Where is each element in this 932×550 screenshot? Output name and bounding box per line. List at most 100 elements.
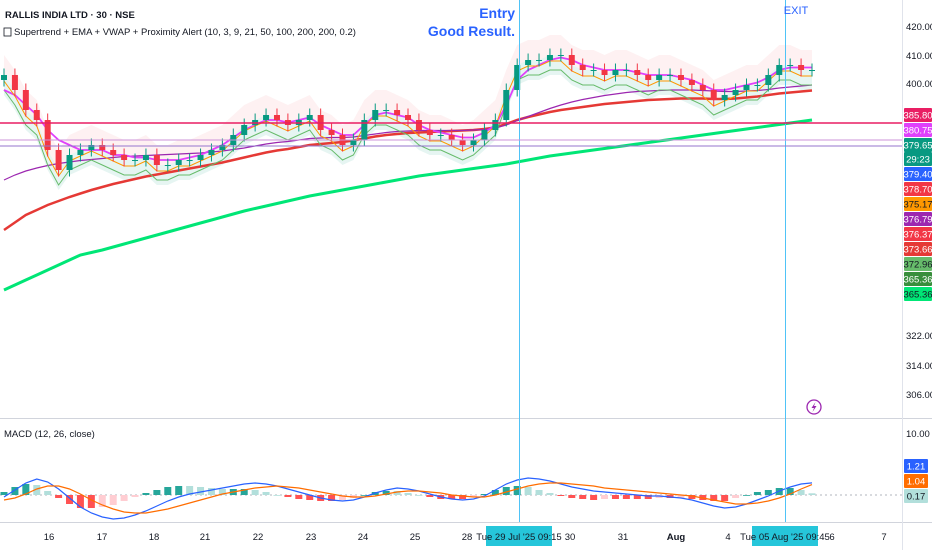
candle-body <box>22 90 29 110</box>
candle-body <box>634 70 641 75</box>
macd-histogram-bar <box>797 490 805 495</box>
ema50-line <box>3 84 813 181</box>
candle-body <box>44 120 51 150</box>
time-tick-label: 23 <box>306 532 317 543</box>
macd-tag <box>904 459 928 473</box>
time-tick-label: 22 <box>253 532 264 543</box>
price-tick-label: 400.00 <box>906 79 932 90</box>
candle-body <box>776 65 783 75</box>
time-tick-label: 6 <box>829 532 834 543</box>
candle-body <box>459 140 466 145</box>
price-tick-label: 322.00 <box>906 331 932 342</box>
time-tick-label: 7 <box>881 532 886 543</box>
macd-histogram-bar <box>76 495 84 508</box>
price-tag <box>904 152 932 166</box>
time-highlight-label: Tue 29 Jul '25 09:15 <box>476 532 561 543</box>
candle-body <box>88 145 95 150</box>
macd-tick-label: 10.00 <box>906 429 930 440</box>
ema200-line <box>3 118 813 292</box>
candle-body <box>503 90 510 120</box>
candle-body <box>481 130 488 140</box>
macd-histogram-bar <box>546 493 554 495</box>
candle-body <box>492 120 499 130</box>
macd-pane <box>0 477 902 520</box>
macd-histogram-bar <box>786 488 794 495</box>
macd-histogram-bar <box>218 489 226 495</box>
price-tag <box>904 138 932 152</box>
macd-histogram-bar <box>524 487 532 495</box>
candle-body <box>361 120 368 140</box>
price-tag-label: 375.17 <box>903 200 932 211</box>
time-highlight-tag <box>486 526 552 546</box>
candle-body <box>350 140 357 145</box>
macd-histogram-bar <box>601 495 609 499</box>
time-tick-label: 17 <box>97 532 108 543</box>
candle-body <box>667 75 674 76</box>
candle-body <box>372 110 379 120</box>
candle-body <box>732 90 739 95</box>
price-tag <box>904 197 932 211</box>
entry-annotation-detail: Good Result. <box>428 23 515 39</box>
macd-histogram-bar <box>710 495 718 501</box>
macd-histogram-bar <box>87 495 95 508</box>
candle-body <box>186 160 193 161</box>
candle-body <box>175 160 182 165</box>
candle-body <box>437 135 444 136</box>
macd-histogram-bar <box>502 487 510 495</box>
macd-histogram-bar <box>688 495 696 499</box>
candle-body <box>1 75 7 80</box>
macd-histogram-bar <box>753 492 761 495</box>
price-tag <box>904 287 932 301</box>
price-tag-label: 379.40 <box>903 170 932 181</box>
candle-body <box>383 110 390 111</box>
macd-histogram-bar <box>677 495 685 498</box>
macd-histogram-bar <box>251 490 259 495</box>
candle-body <box>405 115 411 120</box>
candle-body <box>415 120 422 130</box>
macd-tag <box>904 489 928 503</box>
macd-tag-label: 1.21 <box>907 462 926 473</box>
candle-body <box>66 155 73 170</box>
price-tag <box>904 167 932 181</box>
macd-histogram-bar <box>590 495 598 500</box>
candle-body <box>219 145 226 150</box>
time-tick-label: 31 <box>618 532 629 543</box>
time-tick-label: 4 <box>725 532 730 543</box>
macd-histogram-bar <box>262 492 270 495</box>
candle-body <box>514 65 521 90</box>
candle-body <box>656 75 663 80</box>
indicator-legend: Supertrend + EMA + VWAP + Proximity Aler… <box>14 27 356 38</box>
candle-body <box>328 130 335 135</box>
candle-body <box>645 75 652 80</box>
macd-histogram-bar <box>470 495 478 497</box>
macd-histogram-bar <box>557 495 565 496</box>
macd-histogram-bar <box>295 495 303 499</box>
indicator-visibility-icon[interactable] <box>3 27 12 37</box>
price-tag <box>904 242 932 256</box>
candle-body <box>132 160 139 161</box>
time-highlight-label: Tue 05 Aug '25 09:45 <box>740 532 830 543</box>
candle-body <box>263 115 270 120</box>
candle-body <box>546 55 553 60</box>
macd-histogram-bar <box>382 491 390 495</box>
macd-histogram-bar <box>11 487 19 495</box>
candle-body <box>809 70 815 71</box>
macd-histogram-bar <box>197 487 205 495</box>
price-tag <box>904 272 932 286</box>
lightning-icon[interactable] <box>806 399 822 415</box>
macd-histogram-bar <box>808 493 816 495</box>
price-tag-label: 365.36 <box>903 275 932 286</box>
macd-histogram-bar <box>579 495 587 499</box>
macd-histogram-bar <box>142 493 150 495</box>
axes: 420.00 410.00 400.00 322.00 314.00 306.00 10.0… <box>44 22 932 546</box>
price-tick-label: 420.00 <box>906 22 932 33</box>
macd-histogram-bar <box>459 495 467 499</box>
symbol-title: RALLIS INDIA LTD · 30 · NSE <box>5 10 135 21</box>
candle-body <box>55 150 62 170</box>
time-tick-label: 24 <box>358 532 369 543</box>
macd-tag-label: 0.17 <box>907 492 926 503</box>
macd-histogram-bar <box>186 486 194 495</box>
macd-histogram-bar <box>120 495 128 501</box>
macd-line <box>3 477 813 520</box>
